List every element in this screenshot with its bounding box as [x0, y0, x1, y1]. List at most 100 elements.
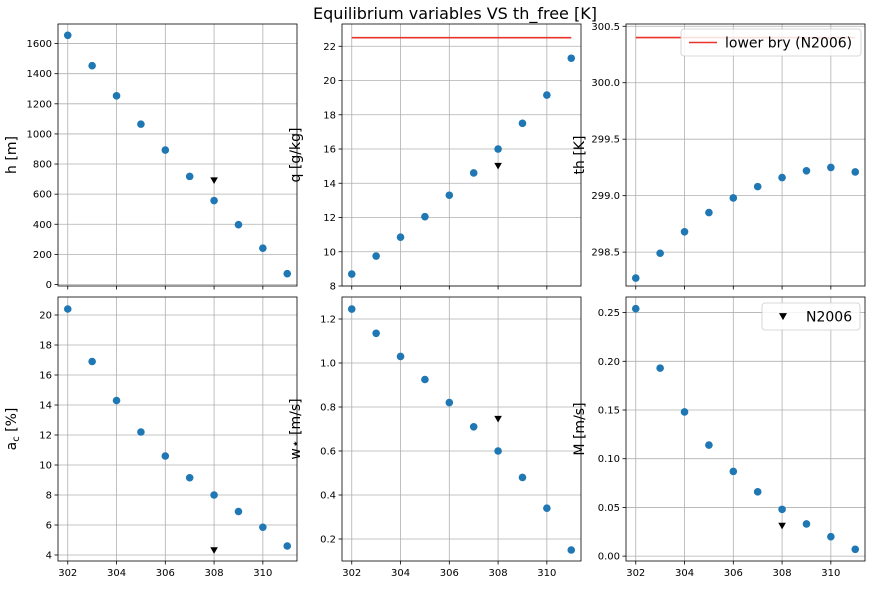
y-axis-label-subscript: c: [11, 436, 22, 442]
y-tick-label: 0.20: [598, 357, 620, 368]
y-tick-label: 0.05: [598, 503, 620, 514]
data-point: [827, 532, 835, 541]
x-tick-label: 310: [821, 568, 840, 579]
y-tick-label: 6: [46, 521, 52, 532]
subplot-3: 298.5 299.0 299.5 300.0 300.5 th [K]: [572, 22, 866, 290]
y-tick-label: 8: [46, 491, 52, 502]
y-tick-label: 12: [39, 431, 52, 442]
data-point: [259, 244, 267, 253]
y-tick-label: 10: [323, 247, 336, 258]
y-tick-label: 0.6: [320, 447, 336, 458]
data-point: [283, 542, 292, 550]
y-tick-label: 1400: [27, 69, 52, 80]
y-tick-label: 12: [323, 213, 336, 224]
y-tick-label: 300.0: [591, 78, 620, 89]
y-axis-label: w⋆ [m/s]: [288, 398, 304, 459]
data-point: [680, 408, 689, 416]
data-point: [631, 274, 640, 282]
data-point: [185, 473, 194, 482]
data-point: [161, 452, 170, 460]
data-point: [137, 120, 145, 128]
y-tick-label: 10: [39, 461, 52, 472]
axes-frame: [341, 296, 582, 562]
y-axis-label-unit: [%]: [4, 408, 20, 437]
data-point: [778, 505, 786, 514]
y-tick-label: 0.2: [320, 535, 336, 546]
y-tick-label: 400: [33, 220, 52, 231]
data-point: [63, 31, 72, 40]
x-tick-label: 310: [253, 568, 272, 579]
x-tick-label: 310: [537, 568, 556, 579]
data-point: [631, 304, 640, 313]
x-tick-label: 308: [205, 568, 224, 579]
y-axis-label: h [m]: [4, 136, 20, 174]
data-point: [778, 173, 786, 182]
data-point: [210, 491, 218, 499]
data-point: [88, 61, 96, 70]
y-axis-label: th [K]: [572, 136, 588, 175]
y-tick-label: 0.8: [320, 403, 336, 414]
legend-marker-swatch: [779, 313, 787, 321]
y-tick-label: 14: [323, 179, 336, 190]
data-point: [518, 119, 527, 128]
data-point: [421, 212, 429, 221]
data-point: [729, 194, 738, 202]
x-tick-label: 304: [391, 568, 410, 579]
y-tick-label: 22: [323, 42, 336, 53]
axes-frame: [57, 296, 298, 562]
data-point: [445, 398, 454, 407]
y-tick-label: 800: [33, 160, 52, 171]
data-point: [372, 252, 380, 260]
y-tick-label: 200: [33, 250, 52, 261]
x-tick-label: 304: [107, 568, 126, 579]
y-tick-label: 0.4: [320, 491, 336, 502]
n2006-marker: [210, 177, 218, 185]
y-axis-label: M [m/s]: [572, 402, 588, 455]
data-point: [347, 305, 356, 313]
y-tick-label: 18: [323, 110, 336, 121]
axes-frame: [625, 23, 866, 287]
data-point: [543, 91, 551, 99]
axes-frame: [341, 23, 582, 287]
y-tick-label: 20: [39, 311, 52, 322]
y-tick-label: 8: [330, 282, 336, 293]
y-tick-label: 300.5: [591, 22, 620, 33]
y-axis-label: q [g/kg]: [288, 128, 304, 183]
legend-lower-boundary: lower bry (N2006): [680, 28, 862, 57]
x-tick-label: 302: [626, 568, 645, 579]
data-point: [283, 269, 292, 278]
y-tick-label: 0.15: [598, 406, 620, 417]
axes-frame: [57, 23, 298, 287]
data-point: [469, 423, 478, 431]
legend-label: N2006: [806, 310, 852, 326]
subplot-1: 0 200 400 600 800 1000 1200 1400 1600 h [m]: [4, 23, 298, 291]
data-point: [802, 167, 811, 175]
data-point: [112, 396, 121, 405]
y-tick-label: 0: [46, 280, 52, 291]
data-point: [494, 145, 502, 153]
data-point: [567, 546, 576, 554]
n2006-marker: [778, 522, 786, 530]
x-tick-label: 308: [773, 568, 792, 579]
y-tick-label: 0.25: [598, 308, 620, 319]
subplot-4: 302 304 306 308 310 4 6 8 10 12 14 16 18 20 ac [%]: [4, 296, 298, 579]
y-tick-label: 20: [323, 76, 336, 87]
data-point: [827, 163, 835, 172]
data-point: [88, 357, 96, 366]
subplot-5: 302 304 306 308 310 0.2 0.4 0.6 0.8 1.0 1.2 w⋆ [m/s…: [288, 296, 582, 579]
x-tick-label: 306: [156, 568, 175, 579]
y-tick-label: 18: [39, 341, 52, 352]
x-tick-label: 308: [489, 568, 508, 579]
y-tick-label: 4: [46, 551, 52, 562]
y-axis-label-main: a: [4, 442, 20, 451]
x-tick-label: 304: [675, 568, 694, 579]
y-tick-label: 1600: [27, 39, 52, 50]
data-point: [753, 488, 762, 496]
legend-box: [680, 28, 862, 57]
legend-label: lower bry (N2006): [725, 36, 852, 52]
data-point: [802, 520, 811, 528]
data-point: [445, 191, 454, 200]
n2006-marker: [494, 162, 502, 170]
y-axis-label: ac [%]: [4, 408, 22, 451]
data-point: [161, 146, 170, 154]
